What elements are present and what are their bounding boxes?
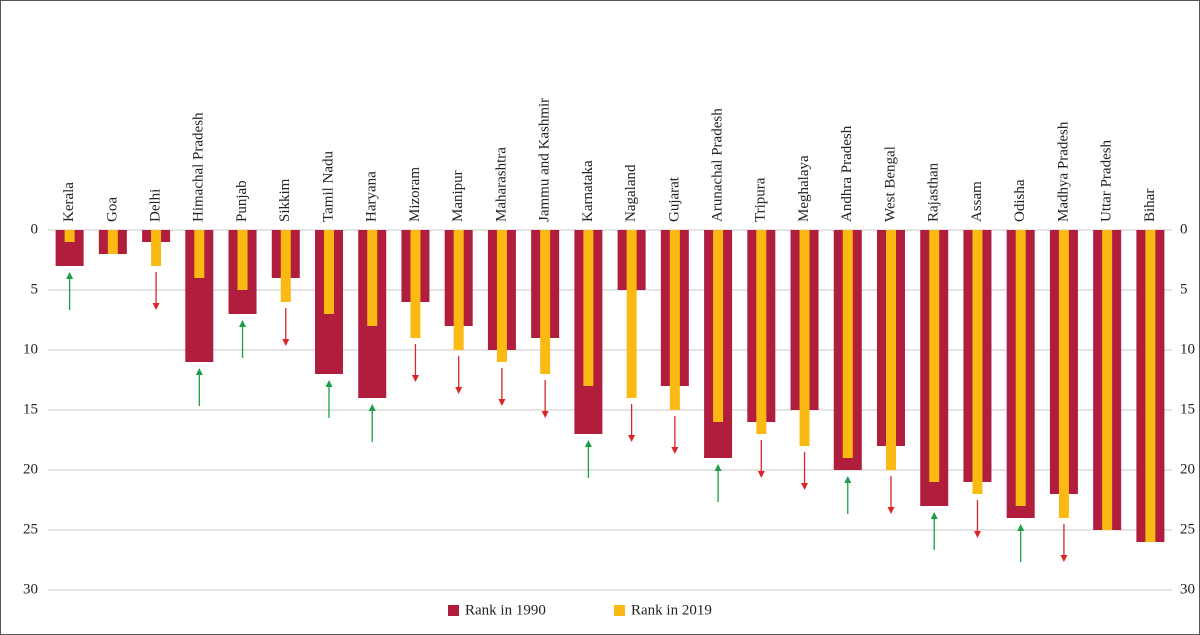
x-tick-label: Kerala [61, 182, 77, 222]
x-tick-label: Himachal Pradesh [191, 112, 207, 222]
x-tick-label: Meghalaya [796, 155, 812, 222]
arrow-down [152, 272, 160, 310]
arrow-up [368, 404, 376, 442]
arrow-down [498, 368, 506, 406]
x-tick-label: Maharashtra [493, 147, 509, 222]
bar [972, 230, 983, 494]
arrow-down [973, 500, 981, 538]
arrow-up [844, 476, 852, 514]
bar [1058, 230, 1069, 518]
y-tick-label-right: 30 [1180, 581, 1195, 597]
x-tick-label: Jammu and Kashmir [537, 98, 553, 222]
bar [583, 230, 594, 386]
x-tick-label: Delhi [148, 189, 164, 222]
bar [713, 230, 724, 422]
bar [1102, 230, 1113, 530]
arrow-down [411, 344, 419, 382]
x-tick-label: Karnataka [580, 160, 596, 222]
arrow-up [584, 440, 592, 478]
x-tick-label: Uttar Pradesh [1099, 139, 1115, 222]
arrow-down [757, 440, 765, 478]
arrow-down [1060, 524, 1068, 562]
x-tick-label: Mizoram [407, 167, 423, 222]
bar [280, 230, 291, 302]
bar [626, 230, 637, 398]
bar [151, 230, 162, 266]
legend-label: Rank in 1990 [465, 602, 546, 618]
x-tick-label: Goa [104, 197, 120, 222]
y-tick-label: 10 [23, 341, 38, 357]
x-tick-label: Arunachal Pradesh [710, 108, 726, 222]
y-tick-label: 30 [23, 581, 38, 597]
bar [237, 230, 248, 290]
bar [1015, 230, 1026, 506]
y-tick-label-right: 15 [1180, 401, 1195, 417]
legend-swatch [614, 605, 625, 616]
x-tick-label: Assam [969, 181, 985, 222]
x-tick-label: Tamil Nadu [320, 150, 336, 222]
x-tick-label: Andhra Pradesh [839, 125, 855, 222]
y-tick-label-right: 10 [1180, 341, 1195, 357]
bar [842, 230, 853, 458]
y-tick-label: 0 [31, 221, 39, 237]
x-tick-label: Haryana [364, 171, 380, 222]
y-tick-label-right: 5 [1180, 281, 1188, 297]
bar [886, 230, 896, 470]
y-tick-label-right: 20 [1180, 461, 1195, 477]
bar [410, 230, 421, 338]
x-tick-label: Madhya Pradesh [1055, 121, 1071, 222]
x-tick-label: Nagaland [623, 164, 639, 222]
legend-label: Rank in 2019 [631, 602, 712, 618]
y-tick-label-right: 25 [1180, 521, 1195, 537]
arrow-down [282, 308, 290, 346]
x-tick-label: Tripura [753, 177, 769, 222]
bar [669, 230, 680, 410]
x-tick-label: Odisha [1012, 179, 1028, 222]
arrow-up [325, 380, 333, 418]
bar [929, 230, 940, 482]
bar [799, 230, 810, 446]
x-tick-label: Punjab [234, 180, 250, 222]
arrow-down [671, 416, 679, 454]
bar [194, 230, 205, 278]
x-tick-label: West Bengal [882, 146, 898, 222]
bar [540, 230, 551, 374]
bar [453, 230, 464, 350]
y-tick-label: 15 [23, 401, 38, 417]
bar [756, 230, 767, 434]
bar [1145, 230, 1156, 542]
y-tick-label: 20 [23, 461, 38, 477]
arrow-up [1017, 524, 1025, 562]
x-tick-label: Gujarat [666, 176, 682, 222]
legend-swatch [448, 605, 459, 616]
bar [496, 230, 507, 362]
y-tick-label: 5 [31, 281, 39, 297]
x-tick-label: Manipur [450, 170, 466, 222]
arrow-down [455, 356, 463, 394]
y-tick-label-right: 0 [1180, 221, 1188, 237]
bar [324, 230, 334, 314]
x-tick-label: Sikkim [277, 178, 293, 222]
bar [107, 230, 118, 254]
bar [64, 230, 75, 242]
arrow-down [541, 380, 549, 418]
arrow-down [628, 404, 636, 442]
arrow-up [195, 368, 203, 406]
arrow-up [239, 320, 247, 358]
arrow-up [66, 272, 74, 310]
x-tick-label: Rajasthan [926, 162, 942, 222]
bar [367, 230, 378, 326]
arrow-up [714, 464, 722, 502]
y-tick-label: 25 [23, 521, 38, 537]
arrow-down [887, 476, 895, 514]
x-tick-label: Bihar [1142, 189, 1158, 222]
arrow-up [930, 512, 938, 550]
arrow-down [801, 452, 809, 490]
